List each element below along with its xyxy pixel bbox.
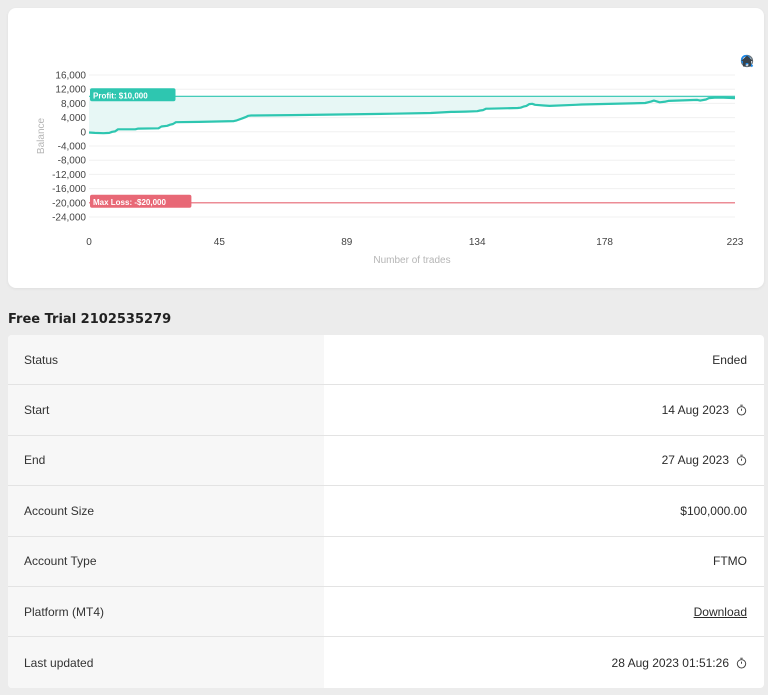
status-label: Status [24, 352, 59, 367]
start-label: Start [24, 403, 50, 418]
x-tick-label: 89 [341, 237, 353, 248]
account-size-row: Account Size $100,000.00 [8, 486, 764, 537]
end-label: End [24, 453, 46, 468]
y-tick-label: -20,000 [52, 198, 86, 209]
last-updated-label: Last updated [24, 655, 94, 670]
download-link[interactable]: Download [693, 604, 747, 619]
balance-chart: 16,000 12,000 8,000 4,000 0 -4,000 -8,000 -12,0… [36, 71, 744, 267]
platform-row: Platform (MT4) Download [8, 587, 764, 638]
x-tick-label: 0 [86, 237, 92, 248]
clock-icon [736, 455, 747, 466]
profit-target-label-bg [90, 88, 176, 102]
y-tick-label: -16,000 [52, 184, 86, 195]
x-tick-label: 178 [596, 237, 613, 248]
y-tick-label: -4,000 [58, 142, 87, 153]
y-tick-label: -12,000 [52, 170, 86, 181]
account-size-value: $100,000.00 [680, 503, 747, 518]
status-row: Status Ended [8, 335, 764, 386]
last-updated-value: 28 Aug 2023 01:51:26 [612, 656, 747, 670]
profit-target-label: Profit: $10,000 [93, 91, 148, 100]
balance-series-line [88, 96, 736, 135]
status-value: Ended [712, 352, 747, 367]
platform-value: Download [694, 605, 747, 619]
end-row: End 27 Aug 2023 [8, 436, 764, 487]
y-tick-label: -24,000 [52, 213, 86, 224]
last-updated-row: Last updated 28 Aug 2023 01:51:26 [8, 637, 764, 687]
account-type-value: FTMO [713, 554, 747, 569]
account-type-row: Account Type FTMO [8, 537, 764, 587]
start-value: 14 Aug 2023 [662, 403, 747, 417]
y-tick-label: 4,000 [61, 113, 86, 124]
platform-label: Platform (MT4) [24, 604, 105, 619]
account-info-table: Status Ended Start 14 Aug 2023 End 27 Au… [8, 335, 764, 688]
end-value: 27 Aug 2023 [662, 453, 747, 467]
account-title: Free Trial 2102535279 [8, 312, 172, 327]
start-row: Start 14 Aug 2023 [8, 385, 764, 436]
y-tick-label: 8,000 [61, 99, 86, 110]
y-tick-label: 0 [80, 127, 86, 138]
balance-chart-card: 16,000 12,000 8,000 4,000 0 -4,000 -8,000 -12,0… [8, 8, 764, 288]
y-axis-title: Balance [36, 117, 47, 154]
x-tick-label: 223 [727, 237, 744, 248]
clock-icon [736, 657, 747, 669]
home-icon[interactable] [740, 54, 754, 68]
y-tick-label: 16,000 [55, 71, 86, 82]
clock-icon [736, 404, 747, 416]
x-axis-title: Number of trades [373, 255, 450, 266]
max-loss-label: Max Loss: -$20,000 [93, 198, 166, 207]
y-tick-label: -8,000 [58, 156, 87, 167]
x-tick-label: 134 [469, 237, 486, 248]
x-tick-label: 45 [214, 237, 226, 248]
series-area [89, 96, 735, 134]
y-tick-label: 12,000 [55, 85, 86, 96]
account-type-label: Account Type [24, 554, 97, 569]
max-loss-label-bg [90, 194, 192, 208]
account-size-label: Account Size [24, 503, 95, 518]
